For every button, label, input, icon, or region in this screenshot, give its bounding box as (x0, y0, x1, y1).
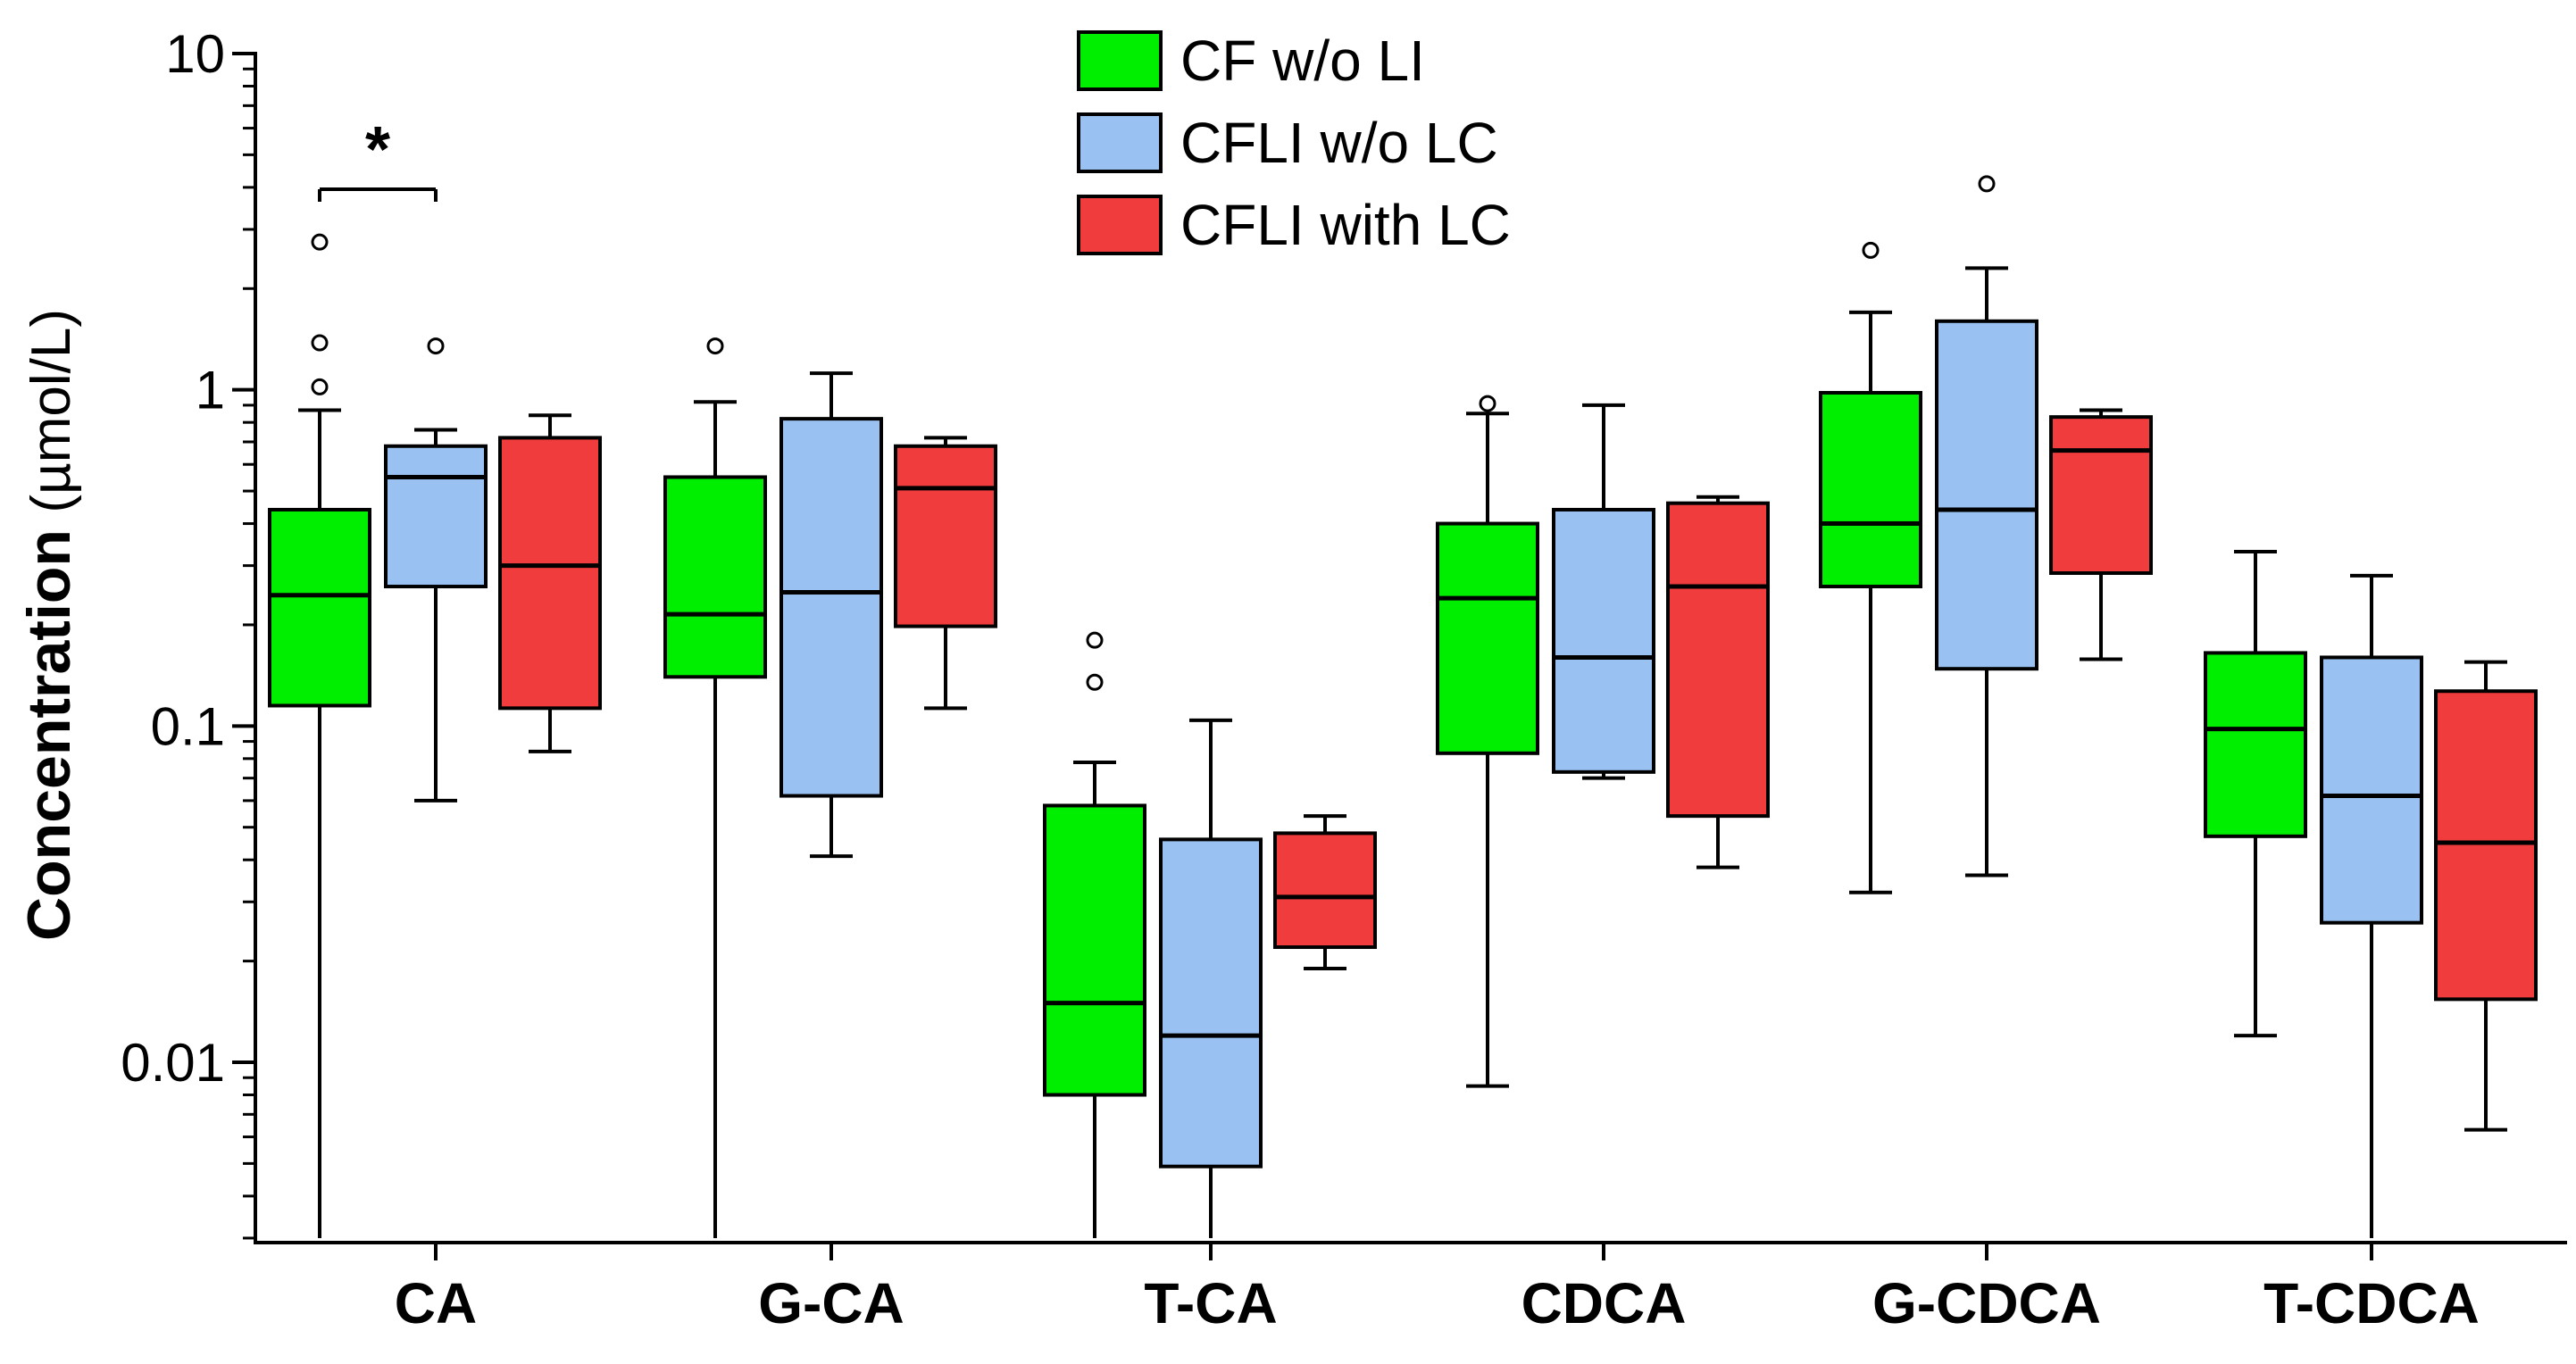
box-plot (1552, 403, 1655, 780)
y-tick-label: 0.01 (121, 1033, 225, 1093)
legend-entry: CF w/o LI (1077, 29, 1425, 93)
legend-entry: CFLI w/o LC (1077, 111, 1498, 175)
box-plot (384, 337, 488, 803)
x-category-label: T-CA (1144, 1271, 1277, 1335)
box-plots (268, 175, 2538, 1238)
box-iqr (498, 436, 602, 711)
box-iqr (2204, 651, 2307, 838)
x-category-label: G-CDCA (1872, 1271, 2101, 1335)
box-iqr (2320, 655, 2423, 925)
box-plot (1819, 241, 1922, 894)
box-plot (1273, 814, 1377, 971)
legend-swatch (1077, 112, 1163, 173)
box-plot (498, 413, 602, 753)
box-iqr (1159, 837, 1263, 1169)
box-plot (1436, 395, 1539, 1088)
x-category-label: T-CDCA (2263, 1271, 2480, 1335)
box-plot (1935, 175, 2038, 877)
y-tick-label: 10 (165, 24, 225, 84)
axis-labels: Concentration (µmol/L) (15, 309, 83, 941)
outlier-point (1086, 673, 1104, 691)
y-tick-label: 0.1 (151, 696, 225, 756)
box-iqr (779, 417, 883, 798)
box-plot (2320, 573, 2423, 1238)
legend-label: CFLI with LC (1180, 193, 1511, 257)
y-axis-label-unit: (µmol/L) (21, 309, 82, 513)
box-iqr (1043, 803, 1146, 1097)
box-plot (2434, 660, 2538, 1132)
x-category-label: G-CA (758, 1271, 905, 1335)
box-iqr (2049, 415, 2153, 576)
outlier-point (427, 337, 445, 355)
box-plot (779, 371, 883, 859)
legend-swatch (1077, 30, 1163, 91)
x-category-label: CDCA (1521, 1271, 1687, 1335)
outlier-point (1862, 241, 1880, 259)
box-iqr (1273, 831, 1377, 950)
y-axis-label-text: Concentration (15, 529, 83, 941)
box-plot (2049, 408, 2153, 661)
outlier-point (311, 334, 329, 352)
box-iqr (1552, 507, 1655, 774)
box-plot (894, 436, 997, 711)
outlier-point (1479, 395, 1496, 412)
legend-swatch (1077, 195, 1163, 255)
box-plot (2204, 550, 2307, 1038)
box-iqr (1436, 521, 1539, 755)
significance-annotations: * (318, 114, 438, 202)
axes: 0.01 0.1 1 10 CA G-CA T-CA CDCA G-CDCA T-CDCA (121, 24, 2567, 1335)
box-iqr (1666, 501, 1770, 819)
box-plot (1043, 631, 1146, 1238)
legend-label: CFLI w/o LC (1180, 111, 1498, 175)
outlier-point (706, 337, 724, 355)
box-plot (1666, 495, 1770, 869)
legend-label: CF w/o LI (1180, 29, 1425, 93)
box-iqr (384, 444, 488, 589)
outlier-point (1086, 631, 1104, 649)
legend: CF w/o LI CFLI w/o LC CFLI with LC (1077, 29, 1511, 257)
box-plot (1159, 718, 1263, 1238)
y-axis-label: Concentration (µmol/L) (15, 309, 83, 941)
x-category-label: CA (395, 1271, 477, 1335)
box-iqr (894, 444, 997, 628)
outlier-point (311, 378, 329, 395)
box-iqr (268, 507, 371, 708)
outlier-point (1978, 175, 1996, 193)
box-iqr (2434, 689, 2538, 1002)
outlier-point (311, 233, 329, 251)
significance-star: * (365, 114, 390, 186)
box-iqr (1819, 390, 1922, 589)
box-iqr (1935, 319, 2038, 671)
box-plot (663, 337, 767, 1238)
legend-entry: CFLI with LC (1077, 193, 1511, 257)
box-plot (268, 233, 371, 1238)
y-tick-label: 1 (196, 361, 225, 420)
box-iqr (663, 475, 767, 679)
